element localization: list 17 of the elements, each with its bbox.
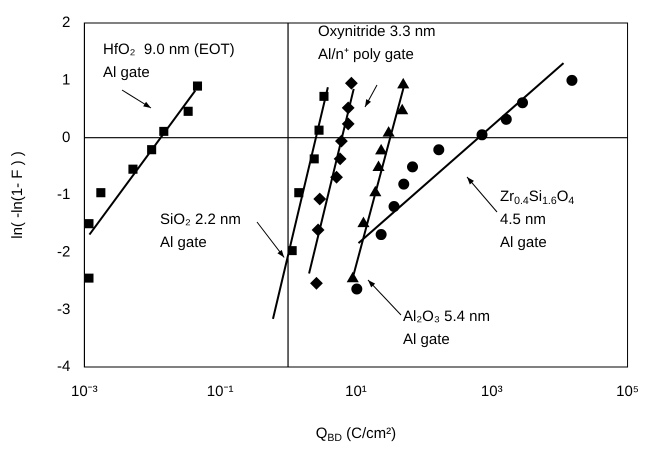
y-tick-label: 1	[62, 71, 70, 88]
annotation: Oxynitride 3.3 nm Al/n⁺ poly gate	[318, 23, 436, 64]
y-axis-title: ln( -ln(1- F ) )	[9, 151, 26, 239]
y-tick-label: -3	[56, 300, 70, 318]
x-tick-label: 10¹	[345, 383, 367, 400]
x-tick-label: 10⁻¹	[206, 383, 234, 400]
annotation: Al₂O₃ 5.4 nm Al gate	[403, 308, 490, 348]
y-tick-label: -4	[56, 358, 70, 376]
annotation: HfO₂ 9.0 nm (EOT) Al gate	[103, 41, 235, 82]
y-tick-label: -2	[56, 243, 70, 260]
y-tick-label: 2	[62, 14, 70, 32]
x-tick-label: 10⁻³	[70, 383, 98, 400]
y-tick-label: -1	[56, 186, 70, 204]
x-tick-label: 10³	[480, 383, 503, 400]
y-tick-label: 0	[62, 128, 70, 146]
annotation: SiO₂ 2.2 nm Al gate	[160, 211, 241, 252]
x-tick-label: 10⁵	[616, 383, 639, 400]
